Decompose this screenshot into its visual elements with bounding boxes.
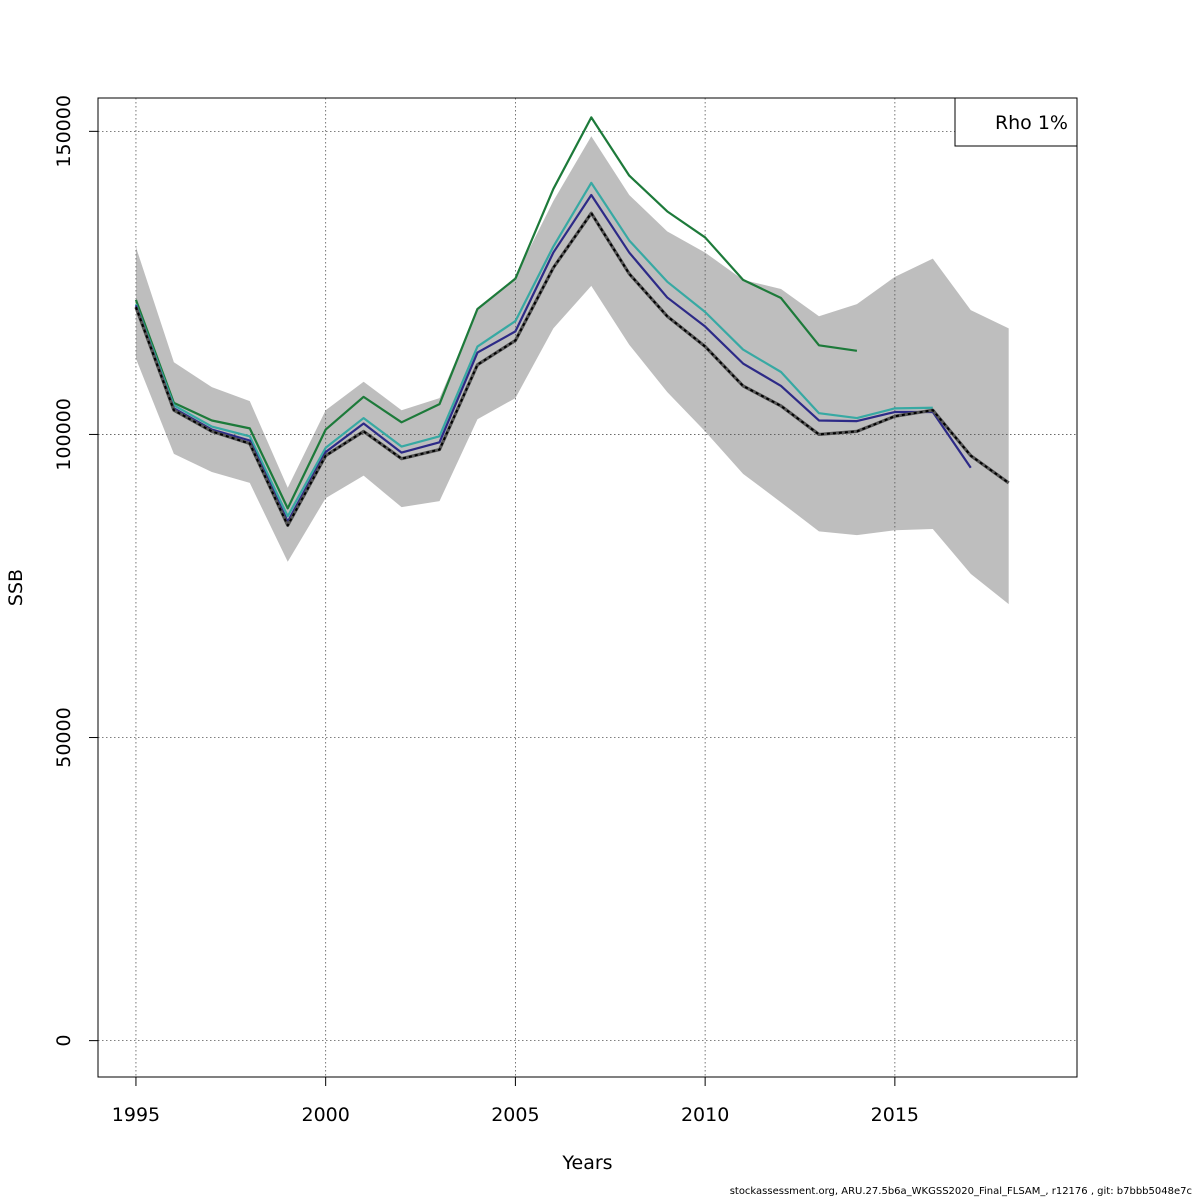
series-line-base — [135, 212, 1010, 527]
confidence-band — [135, 136, 1009, 605]
legend-box — [954, 97, 1078, 147]
x-tick-label: 2005 — [491, 1104, 539, 1126]
y-tick-label: 0 — [53, 1035, 75, 1047]
x-tick-label: 2015 — [871, 1104, 919, 1126]
legend: Rho 1% — [954, 97, 1078, 147]
y-tick-label: 150000 — [53, 95, 75, 168]
grid-layer — [98, 98, 1077, 1077]
x-axis-title: Years — [561, 1152, 612, 1174]
x-tick-label: 2000 — [301, 1104, 349, 1126]
x-tick-label: 1995 — [112, 1104, 160, 1126]
series-line-peel-2 — [134, 181, 933, 518]
x-tick-label: 2010 — [681, 1104, 729, 1126]
confidence-band-layer — [135, 136, 1009, 605]
y-tick-label: 100000 — [53, 398, 75, 471]
axis-layer: 1995 2000 2005 2010 2015 0 50000 100000 150000 — [53, 95, 919, 1126]
legend-entry: Rho 1% — [995, 112, 1068, 134]
series-layer — [134, 116, 1010, 527]
y-tick-label: 50000 — [53, 707, 75, 767]
footer-source-note: stockassessment.org, ARU.27.5b6a_WKGSS20… — [729, 1186, 1192, 1197]
plot-frame — [97, 97, 1078, 1078]
y-axis-title: SSB — [5, 569, 27, 606]
series-line-peel-1 — [134, 116, 858, 510]
